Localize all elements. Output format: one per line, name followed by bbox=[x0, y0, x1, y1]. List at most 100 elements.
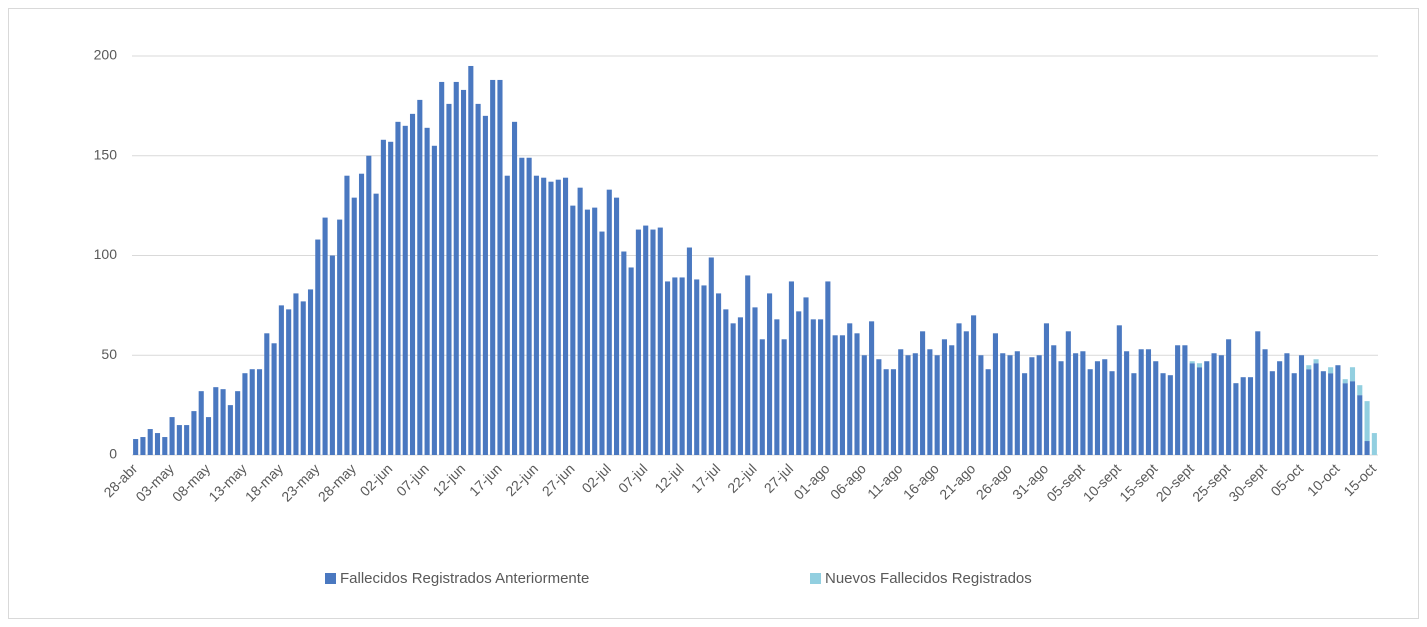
bar-segment bbox=[1007, 355, 1013, 455]
bar-segment bbox=[635, 229, 641, 455]
bar-segment bbox=[460, 89, 467, 455]
bar-segment bbox=[971, 315, 977, 455]
bar-segment bbox=[665, 281, 671, 455]
bar-segment bbox=[1175, 345, 1181, 455]
y-tick-label: 50 bbox=[101, 346, 117, 362]
bar-segment bbox=[614, 197, 620, 455]
bar-segment bbox=[256, 369, 263, 455]
bar-segment bbox=[1073, 353, 1079, 455]
bar-segment bbox=[249, 369, 255, 455]
bar-segment bbox=[424, 127, 430, 455]
bar-segment bbox=[526, 157, 532, 455]
bar-segment bbox=[1284, 353, 1290, 455]
bar-segment bbox=[293, 293, 299, 455]
bar-segment bbox=[1182, 345, 1188, 455]
bar-segment bbox=[963, 331, 969, 455]
bar-segment bbox=[1342, 379, 1348, 384]
legend-label: Fallecidos Registrados Anteriormente bbox=[340, 570, 589, 587]
bar-segment bbox=[1029, 357, 1035, 455]
bar-segment bbox=[409, 113, 416, 455]
bar-segment bbox=[1364, 441, 1370, 455]
bar-segment bbox=[716, 293, 722, 455]
bar-segment bbox=[329, 255, 335, 455]
bar-segment bbox=[286, 309, 292, 455]
bar-segment bbox=[650, 229, 656, 455]
bar-segment bbox=[242, 373, 248, 455]
bar-segment bbox=[322, 217, 328, 455]
bar-segment bbox=[599, 231, 605, 455]
bar-segment bbox=[920, 331, 926, 455]
bar-segment bbox=[1328, 367, 1334, 374]
bar-segment bbox=[1145, 349, 1152, 455]
bar-segment bbox=[490, 79, 496, 455]
bar-segment bbox=[176, 425, 182, 455]
bar-segment bbox=[1218, 355, 1224, 455]
bar-segment bbox=[810, 319, 816, 455]
bar-segment bbox=[701, 285, 707, 455]
bar-segment bbox=[184, 425, 190, 455]
bar-segment bbox=[941, 339, 948, 455]
bar-segment bbox=[446, 103, 452, 455]
bar-segment bbox=[876, 359, 882, 455]
bar-segment bbox=[548, 181, 554, 455]
bar-segment bbox=[519, 157, 525, 455]
bar-segment bbox=[366, 155, 372, 455]
bar-segment bbox=[1298, 355, 1305, 455]
bar-segment bbox=[1196, 363, 1203, 368]
bar-segment bbox=[592, 207, 598, 455]
bar-segment bbox=[555, 179, 561, 455]
bar-segment bbox=[1000, 353, 1006, 455]
bar-segment bbox=[417, 99, 423, 455]
bar-segment bbox=[825, 281, 831, 455]
bar-segment bbox=[307, 289, 314, 455]
bar-segment bbox=[1094, 361, 1101, 455]
bar-segment bbox=[679, 277, 685, 455]
bar-segment bbox=[475, 103, 481, 455]
bar-segment bbox=[453, 81, 459, 455]
bar-segment bbox=[752, 307, 758, 455]
bar-segment bbox=[890, 369, 896, 455]
bar-segment bbox=[927, 349, 933, 455]
bar-segment bbox=[344, 175, 350, 455]
bar-segment bbox=[1342, 383, 1348, 455]
bar-segment bbox=[796, 311, 802, 455]
bar-segment bbox=[1255, 331, 1261, 455]
bar-segment bbox=[1080, 351, 1086, 455]
bar-segment bbox=[737, 317, 743, 455]
bar-segment bbox=[162, 437, 168, 455]
bar-segment bbox=[745, 275, 751, 455]
bar-segment bbox=[154, 433, 161, 455]
bar-segment bbox=[227, 405, 233, 455]
bar-segment bbox=[504, 175, 510, 455]
bar-segment bbox=[708, 257, 714, 455]
bar-segment bbox=[788, 281, 794, 455]
bar-segment bbox=[1051, 345, 1057, 455]
bar-segment bbox=[985, 369, 991, 455]
bar-segment bbox=[621, 251, 627, 455]
bar-segment bbox=[1109, 371, 1115, 455]
bar-segment bbox=[140, 437, 146, 455]
bar-segment bbox=[271, 343, 277, 455]
bar-segment bbox=[1153, 361, 1159, 455]
bar-segment bbox=[672, 277, 678, 455]
bar-segment bbox=[205, 417, 212, 455]
bar-segment bbox=[869, 321, 875, 455]
bar-segment bbox=[1277, 361, 1283, 455]
bar-segment bbox=[759, 339, 765, 455]
bar-segment bbox=[1291, 373, 1297, 455]
bar-segment bbox=[978, 355, 984, 455]
bar-segment bbox=[686, 247, 692, 455]
bar-segment bbox=[643, 225, 649, 455]
bar-segment bbox=[1349, 367, 1356, 382]
bar-segment bbox=[235, 391, 241, 455]
bar-segment bbox=[1328, 373, 1334, 455]
bar-segment bbox=[388, 141, 394, 455]
bar-segment bbox=[847, 323, 853, 455]
bar-segment bbox=[992, 333, 999, 455]
bar-segment bbox=[533, 175, 539, 455]
bar-segment bbox=[395, 121, 401, 456]
legend-label: Nuevos Fallecidos Registrados bbox=[825, 570, 1032, 587]
bar-segment bbox=[1211, 353, 1217, 455]
bar-segment bbox=[1160, 373, 1166, 455]
